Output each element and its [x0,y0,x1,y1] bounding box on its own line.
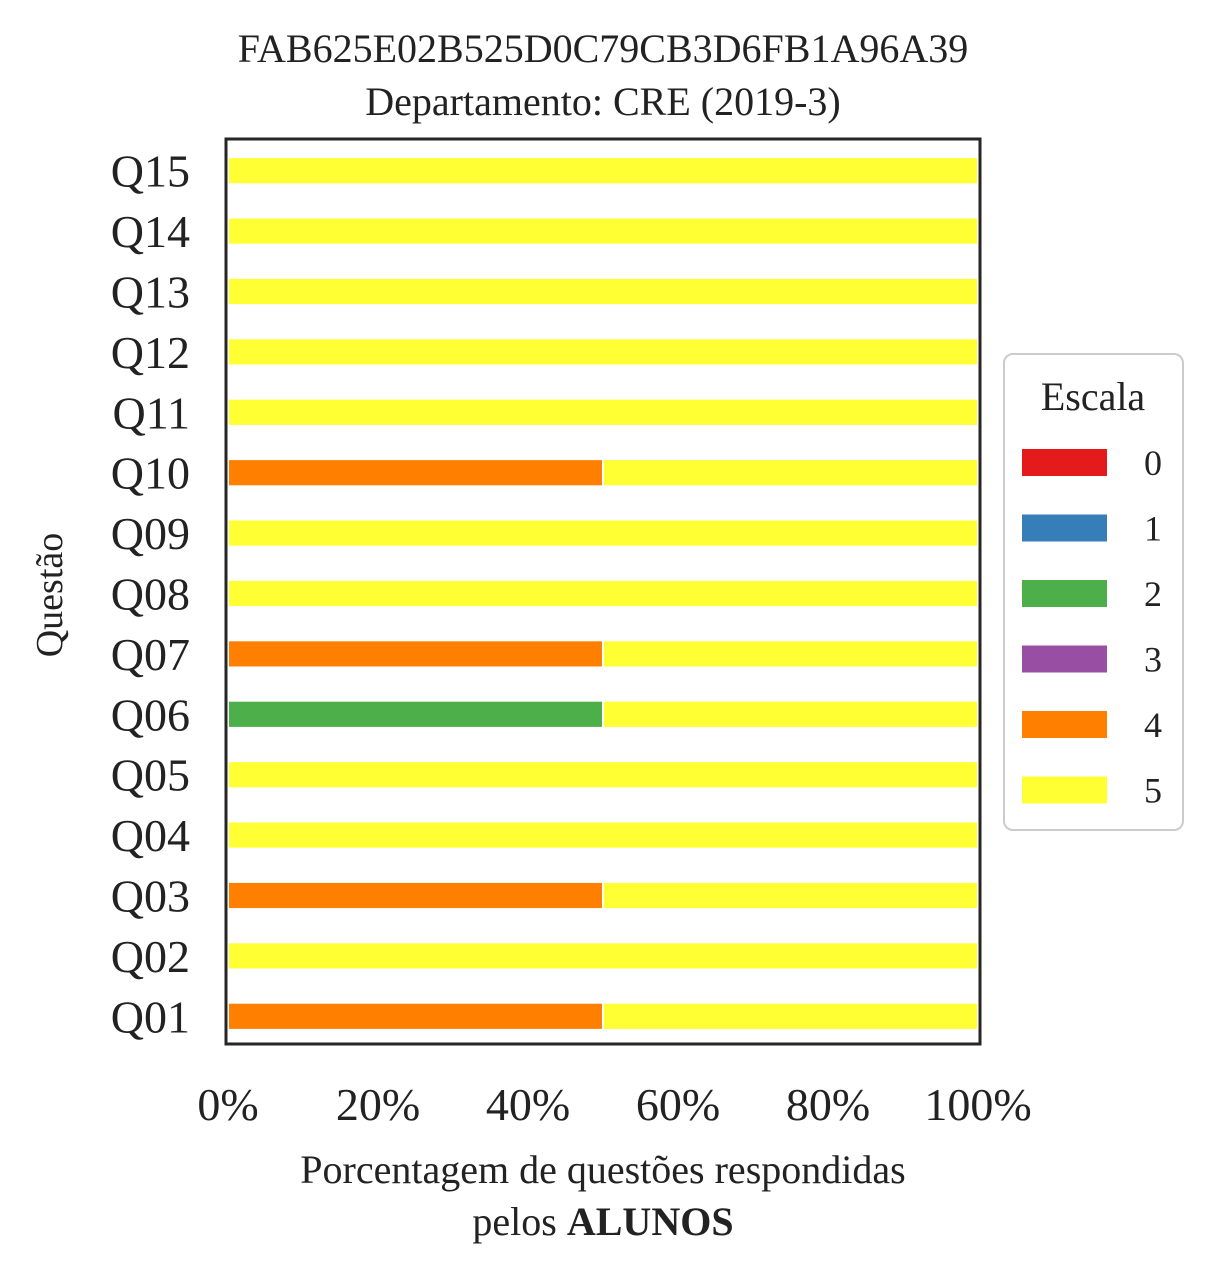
legend-swatch-5 [1022,776,1107,804]
chart-subtitle: Departamento: CRE (2019-3) [365,79,840,124]
legend-label-0: 0 [1144,443,1162,483]
bar-segment-q11-escala-5 [227,397,979,427]
y-tick-label-q07: Q07 [111,629,190,680]
bar-segment-q06-escala-5 [602,699,979,729]
bar-segment-q06-escala-2 [227,699,604,729]
bar-segment-q10-escala-5 [602,458,979,488]
bar-segment-q12-escala-5 [227,337,979,367]
bar-segment-q15-escala-5 [227,156,979,186]
x-tick-label-5: 100% [924,1079,1031,1130]
legend-swatch-1 [1022,514,1107,542]
legend-entries: 0 1 2 3 4 5 [1022,443,1162,811]
y-tick-label-q15: Q15 [111,146,190,197]
x-axis-label-bold: ALUNOS [567,1199,734,1244]
chart-title: FAB625E02B525D0C79CB3D6FB1A96A39 [238,26,968,71]
x-tick-label-2: 40% [486,1079,570,1130]
bar-segment-q03-escala-4 [227,880,604,911]
y-tick-label-q11: Q11 [112,387,190,438]
bar-segment-q13-escala-5 [227,276,979,307]
bar-segment-q07-escala-4 [227,639,604,669]
bar-segment-q08-escala-5 [227,578,979,609]
y-tick-label-q13: Q13 [111,267,190,318]
y-tick-label-q09: Q09 [111,508,190,559]
y-tick-label-q12: Q12 [111,327,190,378]
bar-segment-q01-escala-5 [602,1001,979,1031]
x-axis-label-prefix: pelos [472,1199,566,1244]
x-tick-label-3: 60% [636,1079,720,1130]
x-tick-label-4: 80% [786,1079,870,1130]
x-tick-label-0: 0% [197,1079,258,1130]
bars-group [227,156,979,1031]
legend-swatch-4 [1022,711,1107,738]
y-tick-label-q04: Q04 [111,810,190,861]
plot-area-frame [224,137,982,1046]
bar-segment-q09-escala-5 [227,518,979,548]
legend-label-5: 5 [1144,771,1162,811]
y-tick-label-q03: Q03 [111,871,190,922]
legend-label-4: 4 [1144,705,1162,745]
y-axis-label: Questão [29,533,71,658]
bar-segment-q04-escala-5 [227,820,979,850]
bar-segment-q02-escala-5 [227,941,979,971]
legend-swatch-0 [1022,449,1107,476]
bar-segment-q07-escala-5 [602,639,979,669]
legend-label-1: 1 [1144,509,1162,549]
x-axis-label-line2: pelos ALUNOS [472,1199,733,1244]
x-tick-label-1: 20% [336,1079,420,1130]
bar-segment-q10-escala-4 [227,458,604,488]
bar-segment-q01-escala-4 [227,1001,604,1031]
y-tick-labels: Q01 Q02 Q03 Q04 Q05 Q06 Q07 Q08 Q09 Q10 Q11 Q12 Q13 Q… [111,146,190,1043]
x-tick-labels: 0% 20% 40% 60% 80% 100% [197,1079,1031,1130]
legend-swatch-3 [1022,645,1107,673]
y-tick-label-q02: Q02 [111,931,190,982]
legend-label-2: 2 [1144,574,1162,614]
legend-title: Escala [1041,374,1146,419]
y-tick-label-q08: Q08 [111,569,190,620]
y-tick-label-q14: Q14 [111,206,190,257]
bar-segment-q14-escala-5 [227,216,979,246]
legend-swatch-2 [1022,580,1107,607]
y-tick-label-q10: Q10 [111,448,190,499]
legend-label-3: 3 [1144,640,1162,680]
y-tick-label-q05: Q05 [111,750,190,801]
legend: Escala 0 1 2 3 4 5 [1003,353,1184,831]
x-axis-label-line1: Porcentagem de questões respondidas [300,1147,905,1192]
bar-segment-q03-escala-5 [602,880,979,911]
bar-segment-q05-escala-5 [227,760,979,790]
y-tick-label-q06: Q06 [111,689,190,740]
y-tick-label-q01: Q01 [111,991,190,1042]
